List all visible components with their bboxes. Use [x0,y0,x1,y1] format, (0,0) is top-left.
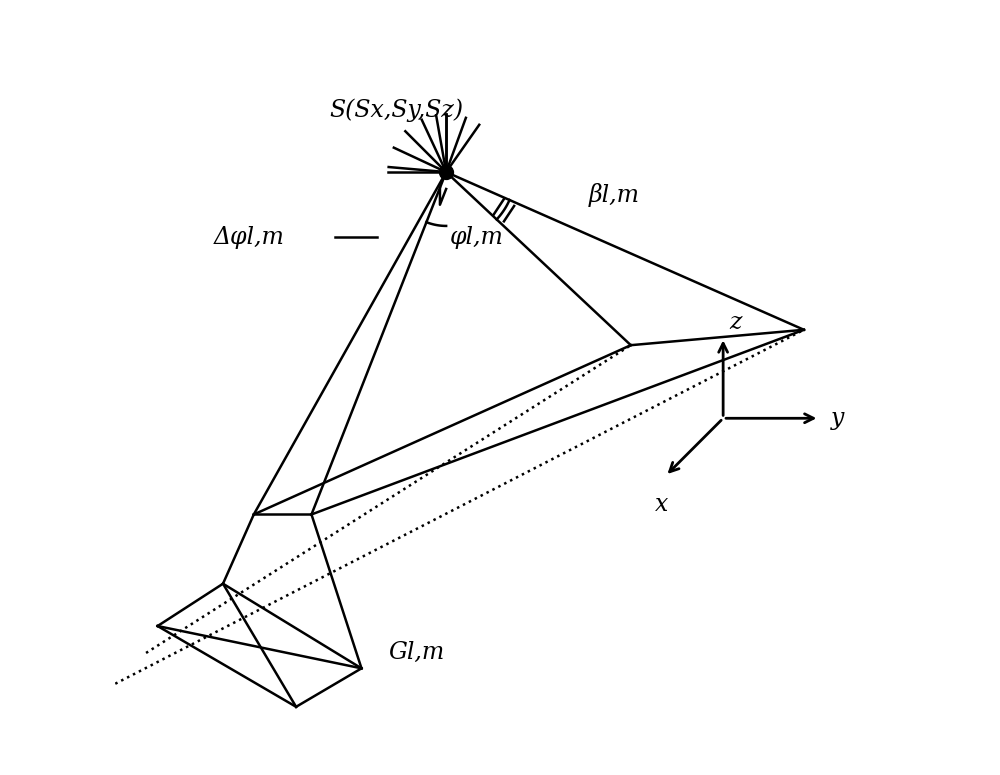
Text: S(Sx,Sy,Sz): S(Sx,Sy,Sz) [329,98,463,122]
Text: y: y [831,407,844,430]
Text: βl,m: βl,m [588,183,639,207]
Text: x: x [655,493,668,516]
Text: Δφl,m: Δφl,m [214,226,285,249]
Text: Gl,m: Gl,m [388,642,445,664]
Text: z: z [729,311,742,334]
Text: φl,m: φl,m [450,226,504,249]
